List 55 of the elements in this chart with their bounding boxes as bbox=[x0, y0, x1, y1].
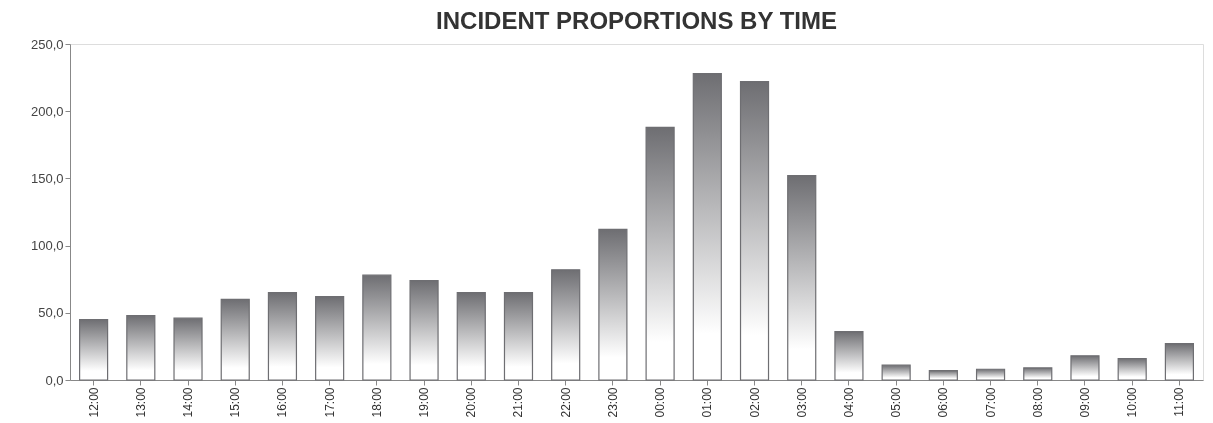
bar bbox=[787, 175, 817, 381]
bar bbox=[1023, 367, 1053, 381]
x-tick-label: 10:00 bbox=[1125, 387, 1140, 418]
bar bbox=[645, 126, 675, 381]
x-tick-label: 17:00 bbox=[322, 387, 337, 418]
x-tick-label: 15:00 bbox=[228, 387, 243, 418]
x-tick-label: 02:00 bbox=[747, 387, 762, 418]
x-tick-label: 06:00 bbox=[936, 387, 951, 418]
x-tick-label: 11:00 bbox=[1172, 387, 1187, 417]
bar bbox=[456, 292, 486, 381]
chart-title: INCIDENT PROPORTIONS BY TIME bbox=[436, 7, 837, 34]
x-tick-label: 22:00 bbox=[558, 387, 573, 418]
bar bbox=[173, 317, 203, 381]
bar bbox=[739, 81, 770, 381]
bar bbox=[881, 364, 911, 381]
bar bbox=[1070, 355, 1100, 381]
y-tick-label: 50,0 bbox=[38, 305, 64, 321]
y-tick-label: 200,0 bbox=[30, 103, 64, 119]
x-tick-label: 00:00 bbox=[653, 387, 668, 418]
bar bbox=[315, 296, 345, 381]
bar bbox=[928, 369, 958, 381]
y-tick-label: 0,0 bbox=[45, 372, 64, 388]
bar bbox=[409, 279, 439, 381]
y-tick-label: 100,0 bbox=[30, 238, 64, 254]
x-tick-label: 12:00 bbox=[86, 387, 101, 418]
x-tick-label: 18:00 bbox=[369, 387, 384, 418]
x-tick-label: 13:00 bbox=[133, 387, 148, 418]
y-tick-label: 250,0 bbox=[30, 36, 64, 52]
x-tick-label: 16:00 bbox=[275, 387, 290, 418]
x-tick-label: 05:00 bbox=[889, 387, 904, 418]
x-tick-label: 01:00 bbox=[700, 387, 715, 418]
bar bbox=[1117, 357, 1147, 381]
bar bbox=[126, 314, 156, 381]
bar bbox=[267, 292, 298, 381]
x-tick-label: 08:00 bbox=[1030, 387, 1045, 418]
x-tick-label: 23:00 bbox=[605, 387, 620, 418]
bar bbox=[79, 318, 109, 381]
bar bbox=[503, 292, 534, 381]
bar bbox=[834, 331, 864, 381]
x-tick-label: 07:00 bbox=[983, 387, 998, 418]
x-tick-label: 14:00 bbox=[181, 387, 196, 418]
bar bbox=[220, 298, 250, 381]
x-tick-label: 20:00 bbox=[464, 387, 479, 418]
bar bbox=[362, 274, 392, 381]
bar bbox=[1164, 343, 1194, 381]
x-tick-label: 21:00 bbox=[511, 387, 526, 418]
bar bbox=[598, 228, 628, 381]
x-tick-label: 03:00 bbox=[794, 387, 809, 418]
bar bbox=[551, 269, 581, 381]
y-tick-label: 150,0 bbox=[30, 170, 64, 186]
x-tick-label: 04:00 bbox=[841, 387, 856, 418]
bar bbox=[975, 368, 1006, 381]
bar bbox=[692, 72, 722, 381]
x-tick-label: 09:00 bbox=[1077, 387, 1092, 418]
x-tick-label: 19:00 bbox=[417, 387, 432, 418]
